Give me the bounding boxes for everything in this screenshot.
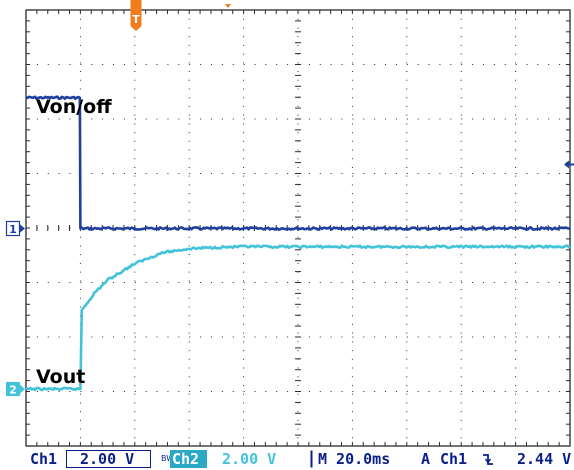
ch1-ground-number: 1 xyxy=(9,223,17,236)
trigger-position-letter: T xyxy=(132,13,140,26)
ch2-trace-label: Vout xyxy=(36,366,85,388)
ch1-scale[interactable]: 2.00 V xyxy=(80,450,134,468)
ch1-trace-line xyxy=(25,95,571,231)
trigger-source[interactable]: Ch1 xyxy=(440,450,467,468)
waveform-area xyxy=(25,95,571,392)
falling-edge-icon xyxy=(483,454,493,465)
ch1-name: Ch1 xyxy=(30,450,57,468)
acquisition-mode: A xyxy=(421,450,430,468)
ch2-name[interactable]: Ch2 xyxy=(172,450,199,468)
timebase[interactable]: M 20.0ms xyxy=(318,450,390,468)
ch2-ground-marker[interactable]: 2 xyxy=(6,382,25,397)
ch2-trace-line xyxy=(25,244,571,392)
ch1-trace-label: Von/off xyxy=(36,96,112,118)
status-bar: Ch1 2.00 V BW Ch2 2.00 V M 20.0ms A Ch1 … xyxy=(30,450,571,468)
status-divider xyxy=(310,450,313,468)
ch2-name-box xyxy=(170,450,207,468)
ch1-ground-pointer-icon xyxy=(19,224,25,233)
ch1-scale-box xyxy=(66,450,151,468)
ch2-scale[interactable]: 2.00 V xyxy=(222,450,276,468)
ch2-ground-pointer-icon xyxy=(20,384,25,394)
top-orange-tick-icon xyxy=(225,4,231,8)
ch2-ground-number: 2 xyxy=(9,384,17,397)
bandwidth-limit-indicator: BW xyxy=(161,454,174,463)
trigger-marker-icon xyxy=(130,0,142,31)
trigger-level-arrow-icon[interactable] xyxy=(564,160,574,169)
trigger-level[interactable]: 2.44 V xyxy=(517,450,571,468)
trigger-position-marker[interactable]: T xyxy=(130,0,142,31)
ch1-ground-marker[interactable]: 1 xyxy=(5,220,26,237)
